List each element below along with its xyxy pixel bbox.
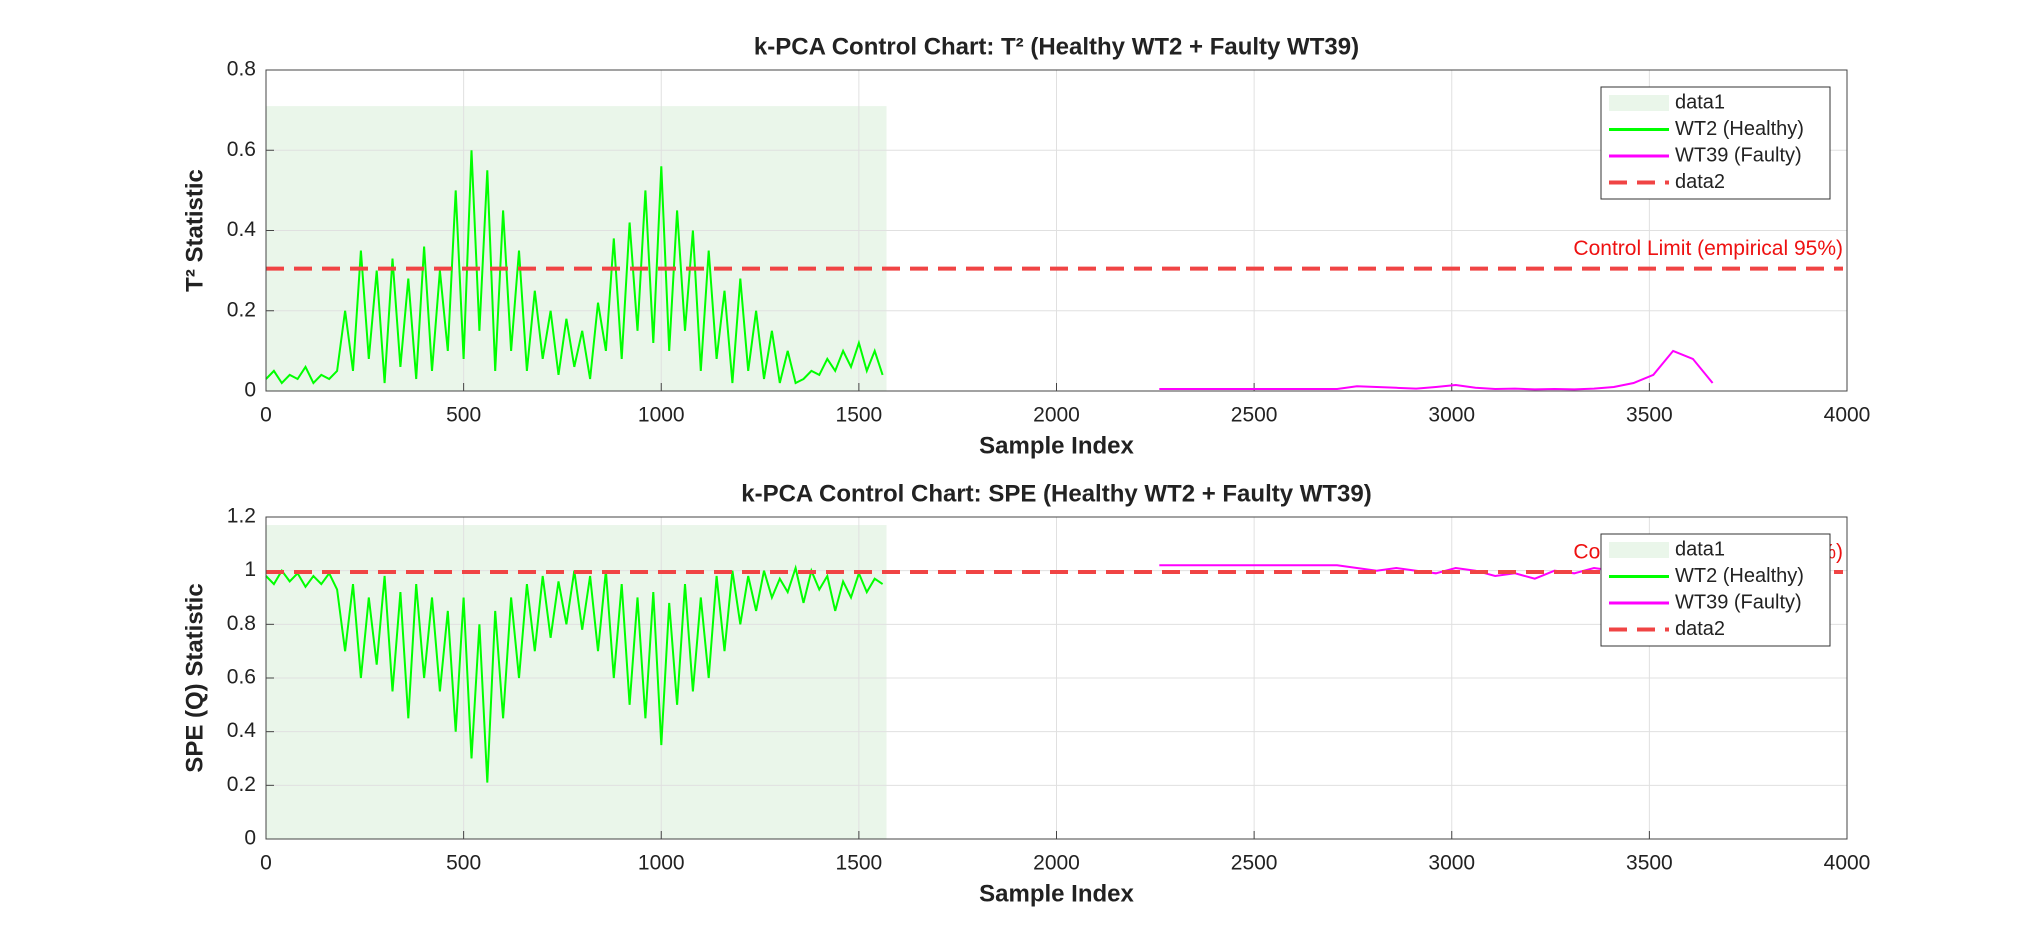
x-tick-label: 0 xyxy=(260,852,272,875)
y-tick-label: 0 xyxy=(244,827,256,850)
series-line xyxy=(265,150,884,385)
chart-title: k-PCA Control Chart: T² (Healthy WT2 + F… xyxy=(754,33,1359,60)
y-tick-label: 1 xyxy=(244,558,256,581)
axes: 0 500 1000 1500 2000 2500 3000 3500 4000 0 0.2 0.4 0… xyxy=(181,480,1870,907)
x-tick-label: 4000 xyxy=(1824,852,1871,875)
x-tick-label: 2000 xyxy=(1033,404,1080,427)
axes-frame xyxy=(265,69,1848,392)
x-axis-label: Sample Index xyxy=(979,880,1134,907)
x-tick-label: 4000 xyxy=(1824,404,1871,427)
x-axis-label: Sample Index xyxy=(979,432,1134,459)
legend-label: WT39 (Faulty) xyxy=(1675,144,1802,166)
y-tick-label: 0.8 xyxy=(227,58,256,81)
shaded-region xyxy=(266,106,887,392)
chart-title: k-PCA Control Chart: SPE (Healthy WT2 + … xyxy=(741,480,1372,507)
y-axis-label: T² Statistic xyxy=(181,169,208,292)
x-tick-label: 1500 xyxy=(836,852,883,875)
x-tick-label: 0 xyxy=(260,404,272,427)
legend-label: WT2 (Healthy) xyxy=(1675,565,1804,587)
x-tick-label: 1000 xyxy=(638,404,685,427)
x-tick-label: 1000 xyxy=(638,852,685,875)
y-tick-label: 0.2 xyxy=(227,298,256,321)
x-tick-label: 2500 xyxy=(1231,404,1278,427)
annotation: Control Limit (empirical 95%) xyxy=(1573,237,1843,260)
y-tick-label: 0.4 xyxy=(227,719,257,742)
x-tick-label: 500 xyxy=(446,852,481,875)
x-tick-label: 3500 xyxy=(1626,852,1673,875)
y-tick-label: 0.6 xyxy=(227,138,256,161)
y-tick-label: 0.4 xyxy=(227,218,257,241)
y-tick-label: 0.6 xyxy=(227,666,256,689)
legend-label: data2 xyxy=(1675,171,1725,193)
x-tick-label: 3000 xyxy=(1428,404,1475,427)
legend-label: data2 xyxy=(1675,618,1725,640)
x-tick-label: 2000 xyxy=(1033,852,1080,875)
legend-label: WT39 (Faulty) xyxy=(1675,591,1802,613)
legend-swatch xyxy=(1609,542,1669,558)
x-tick-label: 3000 xyxy=(1428,852,1475,875)
y-axis-label: SPE (Q) Statistic xyxy=(181,583,208,772)
y-tick-label: 1.2 xyxy=(227,505,256,528)
legend-swatch xyxy=(1609,95,1669,111)
axes: 0 500 1000 1500 2000 2500 3000 3500 4000 0 0.2 0.4 0… xyxy=(181,33,1870,459)
legend-label: data1 xyxy=(1675,538,1725,560)
legend-label: data1 xyxy=(1675,91,1725,113)
y-tick-label: 0 xyxy=(244,379,256,402)
shaded-region xyxy=(266,525,887,839)
y-tick-label: 0.2 xyxy=(227,773,256,796)
x-tick-label: 500 xyxy=(446,404,481,427)
x-tick-label: 3500 xyxy=(1626,404,1673,427)
series-line xyxy=(1159,349,1714,391)
axes-frame xyxy=(265,516,1848,840)
x-tick-label: 1500 xyxy=(836,404,883,427)
y-tick-label: 0.8 xyxy=(227,612,256,635)
legend-label: WT2 (Healthy) xyxy=(1675,118,1804,140)
x-tick-label: 2500 xyxy=(1231,852,1278,875)
